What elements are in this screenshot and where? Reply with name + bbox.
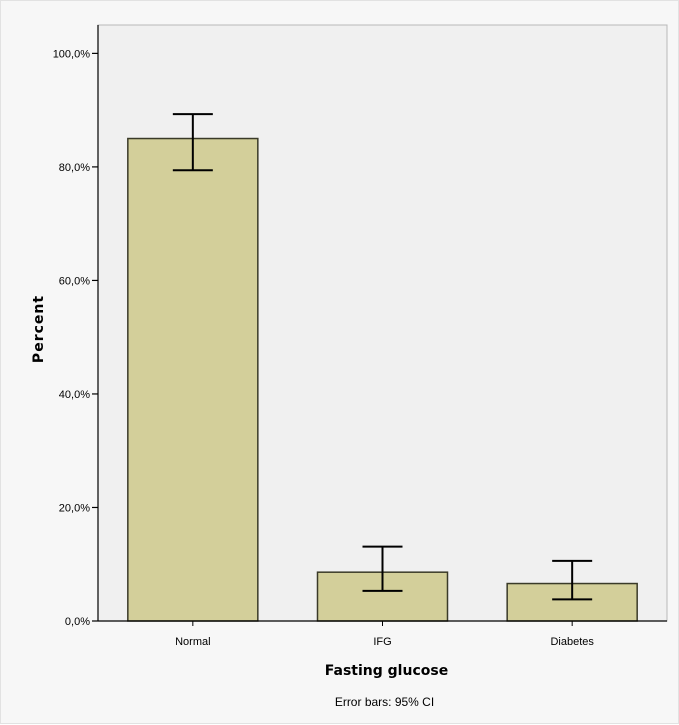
- x-tick-label-normal: Normal: [175, 636, 210, 648]
- y-tick-label-0: 0,0%: [65, 616, 90, 628]
- error-bars-footnote: Error bars: 95% CI: [335, 695, 434, 709]
- y-tick-label-40: 40,0%: [59, 389, 90, 401]
- y-tick-label-60: 60,0%: [59, 275, 90, 287]
- bar-normal: [127, 137, 259, 622]
- y-tick-label-20: 20,0%: [59, 502, 90, 514]
- x-axis-title: Fasting glucose: [325, 663, 448, 679]
- y-axis-title: Percent: [31, 295, 47, 363]
- x-tick-label-ifg: IFG: [373, 636, 391, 648]
- y-tick-label-80: 80,0%: [59, 162, 90, 174]
- y-tick-label-100: 100,0%: [53, 48, 91, 60]
- x-tick-label-diabetes: Diabetes: [550, 636, 594, 648]
